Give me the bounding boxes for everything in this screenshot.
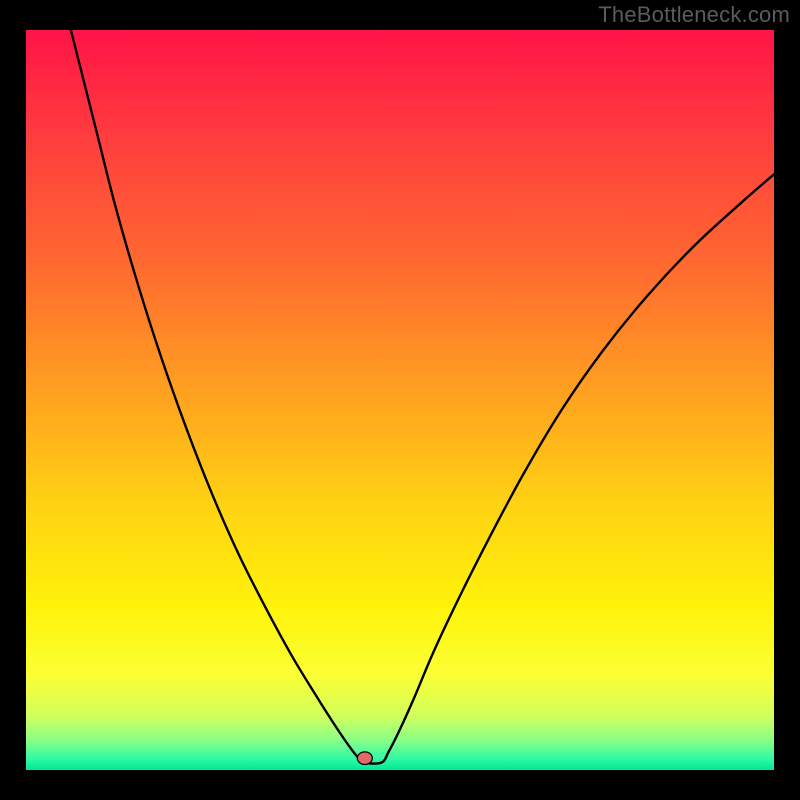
plot-background [26, 30, 774, 770]
bottleneck-curve-chart [0, 0, 800, 800]
minimum-marker [357, 752, 372, 765]
chart-container: { "watermark": { "text": "TheBottleneck.… [0, 0, 800, 800]
watermark-text: TheBottleneck.com [598, 2, 790, 28]
